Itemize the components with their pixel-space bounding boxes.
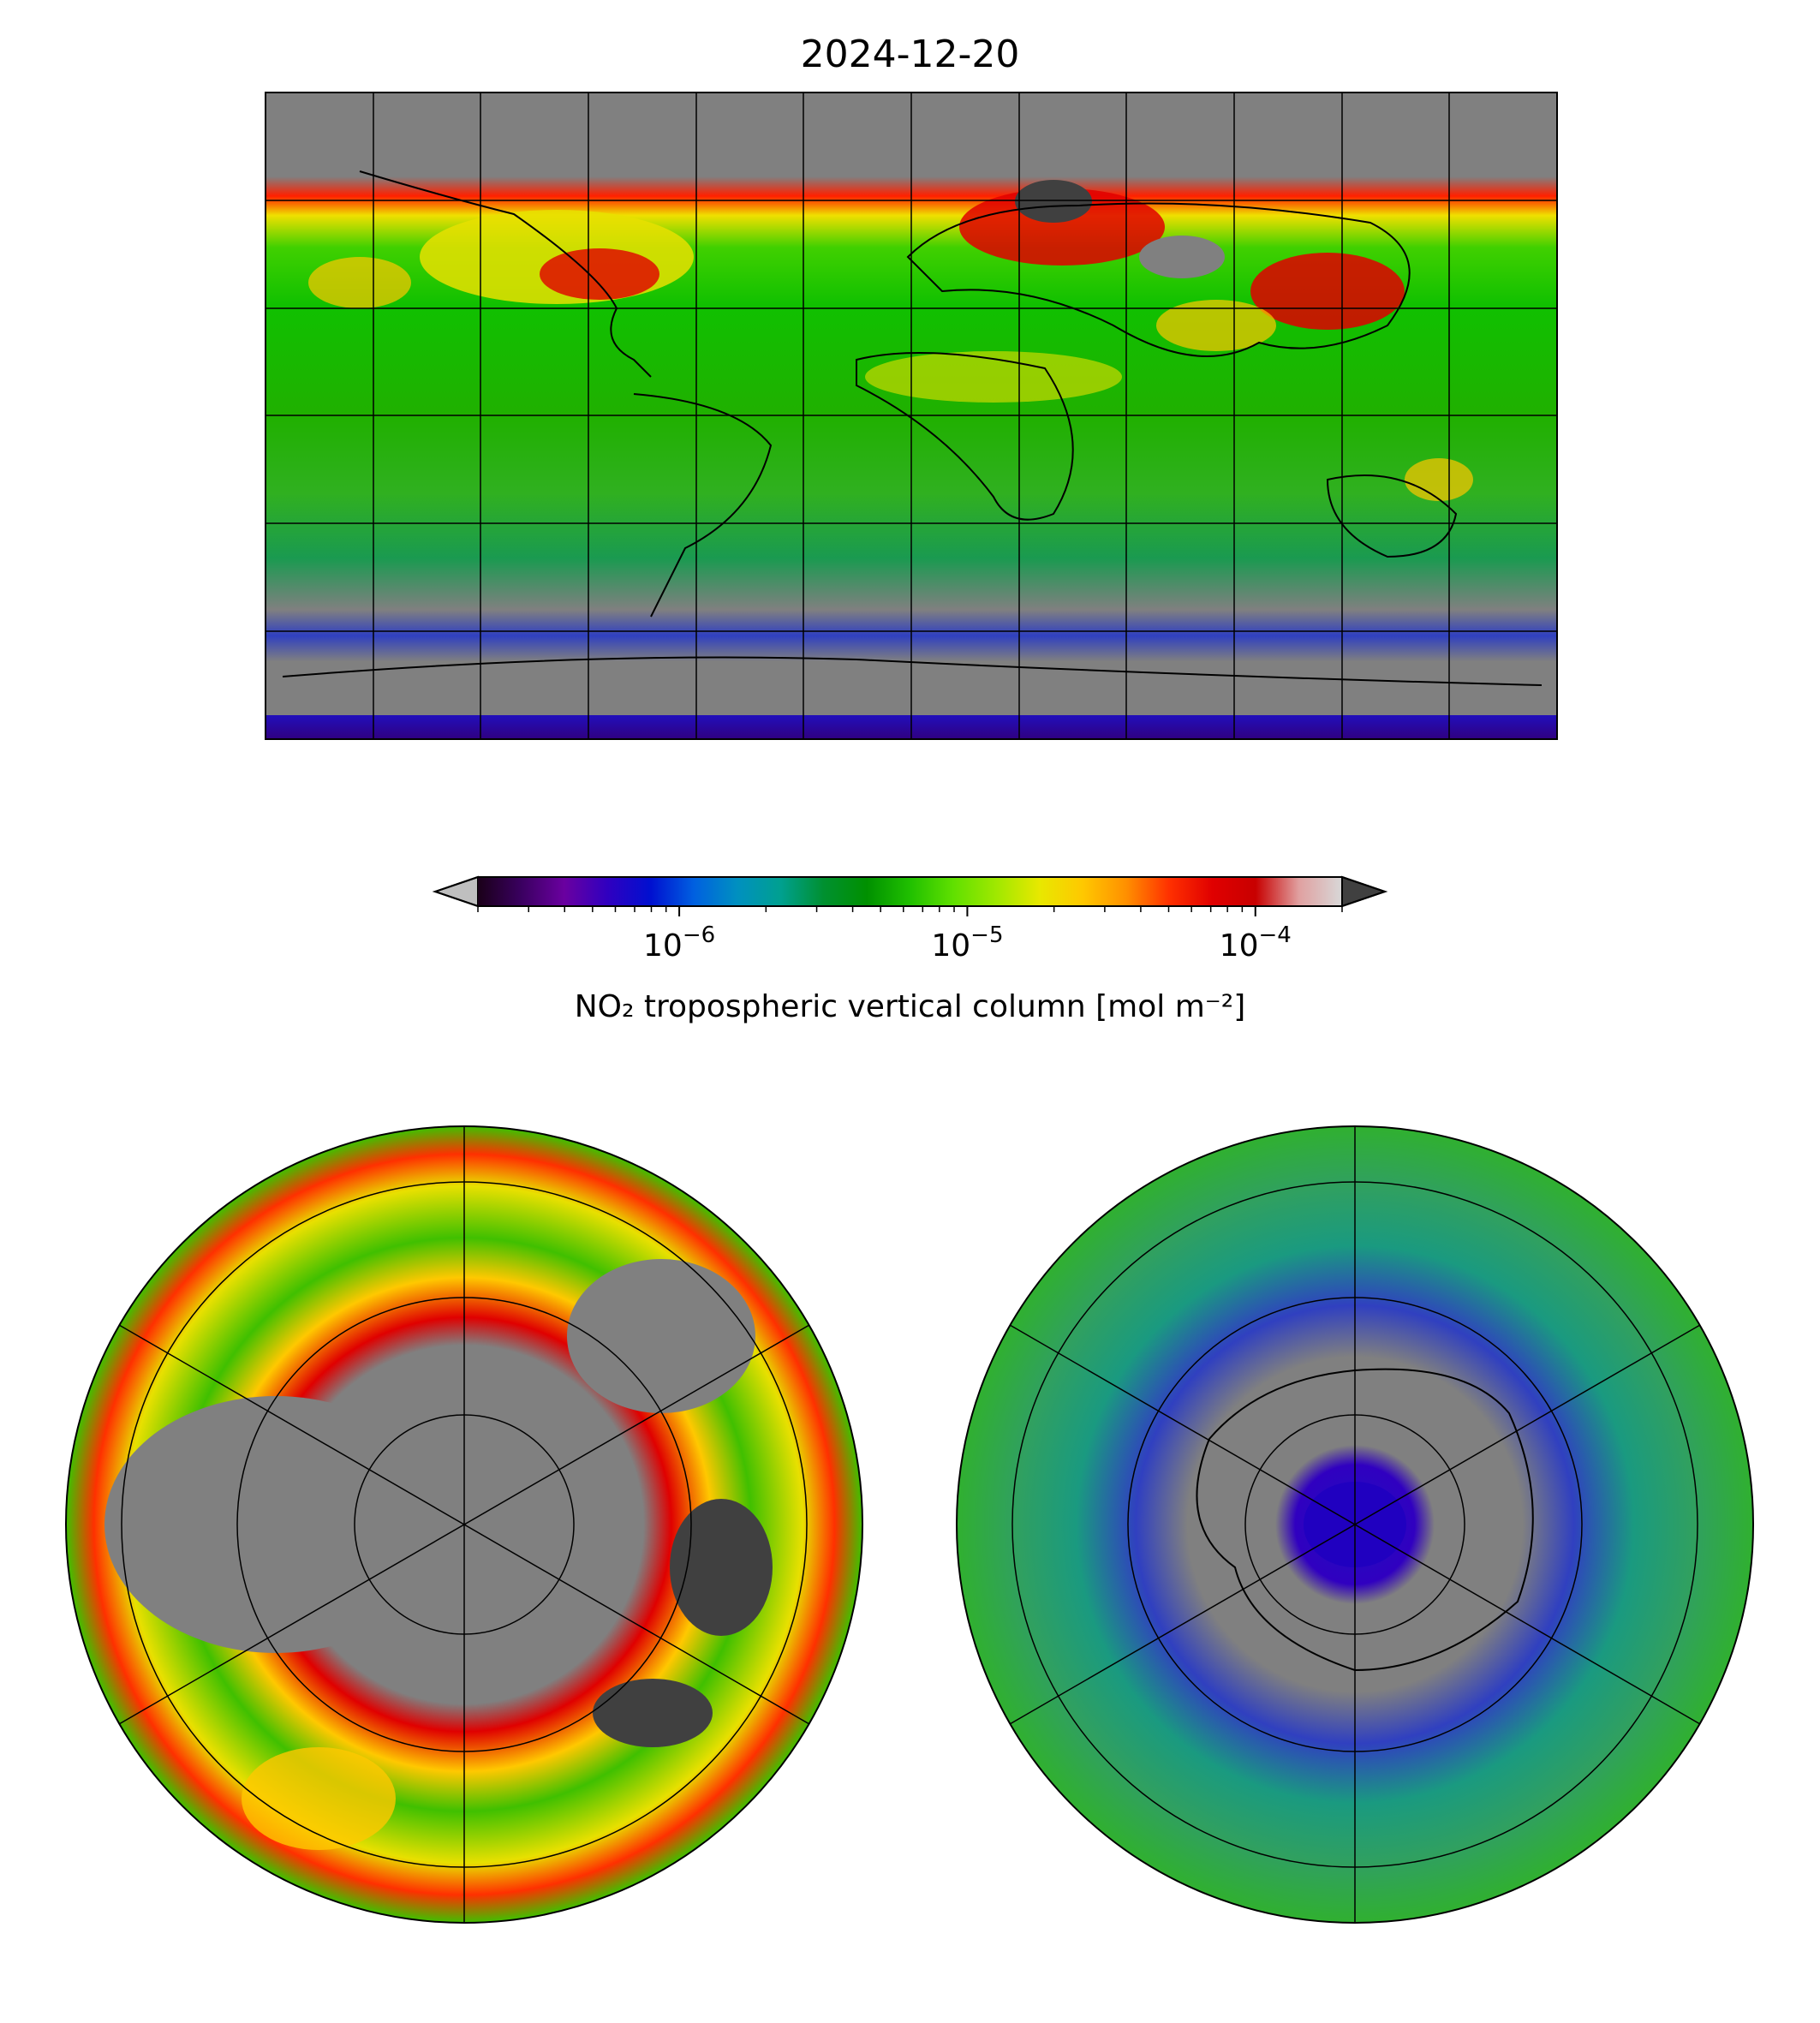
colorbar-label: NO₂ tropospheric vertical column [mol m⁻… (574, 989, 1246, 1024)
colorbar-minor-ticks (477, 906, 1343, 912)
colorbar-under-arrow (432, 875, 479, 908)
colorbar-tick-label: 10−4 (1220, 922, 1292, 964)
colorbar-tick-label: 10−6 (643, 922, 715, 964)
figure-title: 2024-12-20 (800, 33, 1020, 76)
south-polar-map (956, 1125, 1754, 1924)
colorbar-major-ticks (678, 906, 1256, 916)
north-polar-map (65, 1125, 863, 1924)
colorbar-tick-label: 10−5 (931, 922, 1003, 964)
colorbar-ramp (478, 877, 1342, 906)
colorbar: 10−6 10−5 10−4 (432, 875, 1388, 964)
colorbar-over-arrow (1341, 875, 1388, 908)
